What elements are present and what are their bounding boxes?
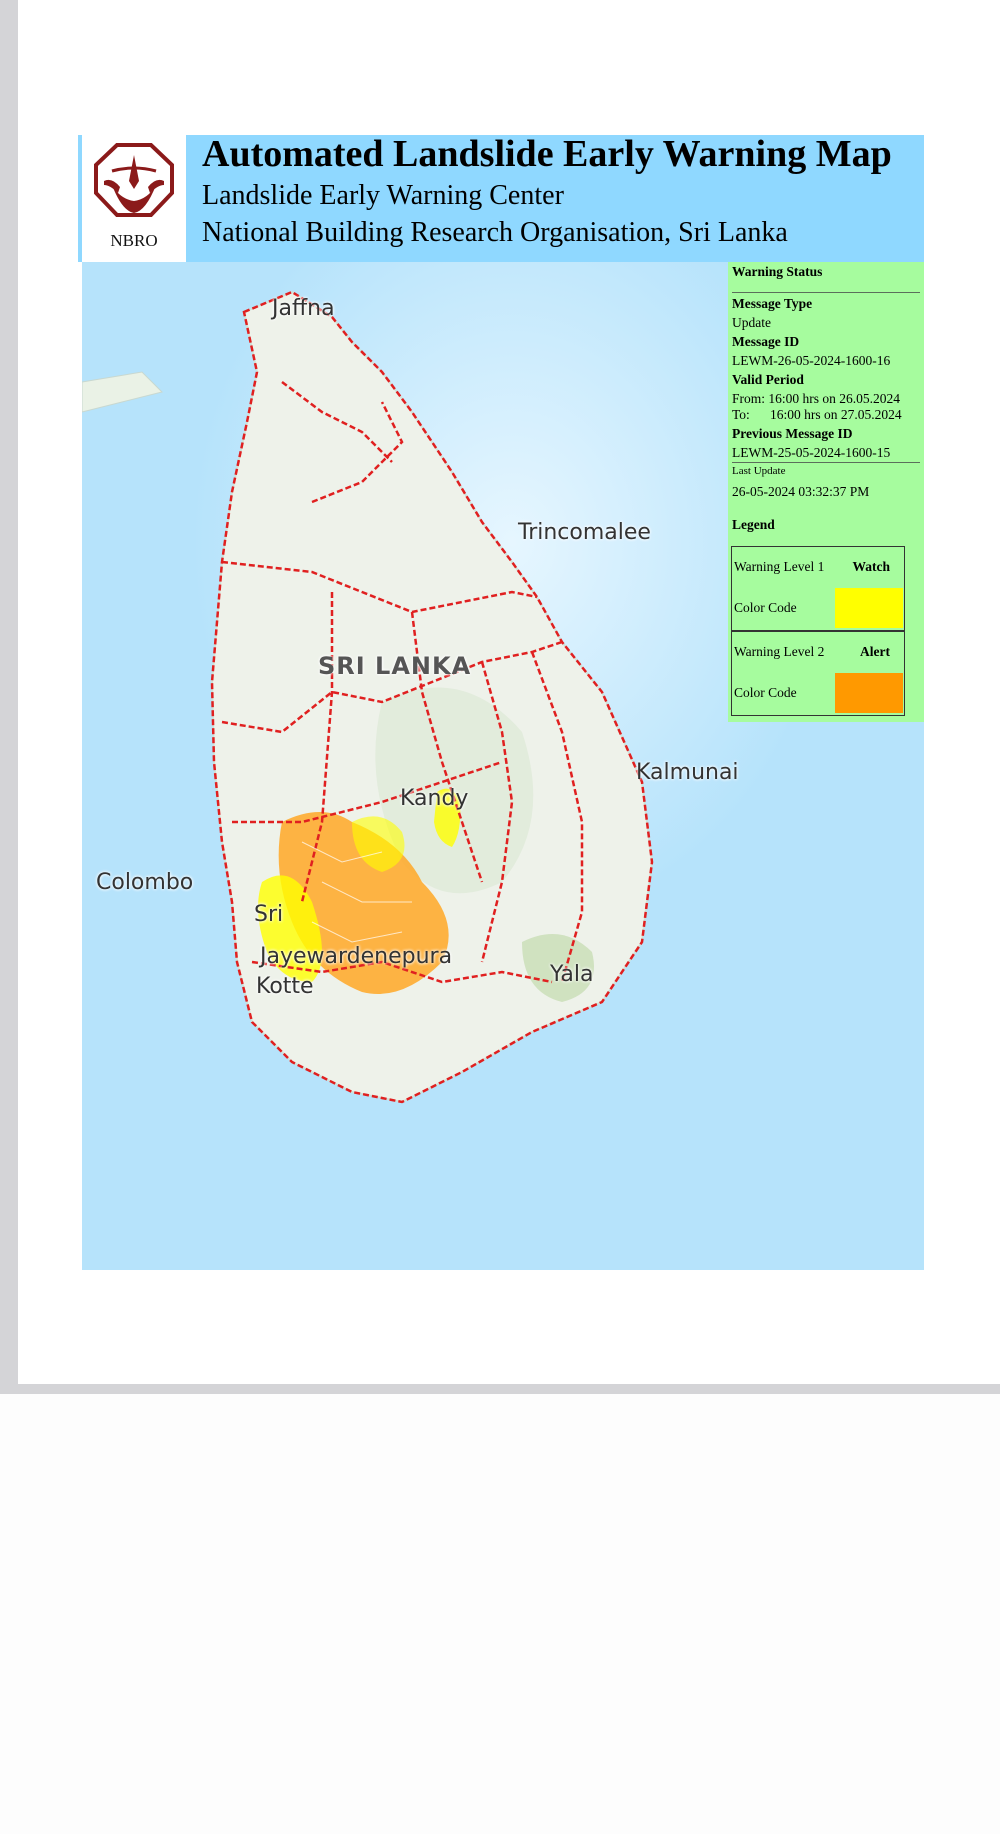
legend-level-name: Alert: [860, 644, 890, 659]
map-canvas: [82, 262, 832, 1104]
valid-period-label: Valid Period: [732, 372, 804, 387]
place-colombo: Colombo: [96, 870, 194, 895]
divider: [732, 292, 920, 293]
message-id-label: Message ID: [732, 334, 800, 349]
page-title: Automated Landslide Early Warning Map: [202, 133, 892, 175]
place-jayewardenepura: Jayewardenepura: [260, 944, 453, 969]
warning-map[interactable]: Jaffna Trincomalee SRI LANKA Kalmunai Ka…: [82, 262, 924, 1270]
legend-level-label: Warning Level 1: [734, 559, 825, 574]
nbro-emblem-icon: [94, 143, 174, 217]
district-boundaries: [210, 290, 654, 1104]
valid-to: To: 16:00 hrs on 27.05.2024: [732, 407, 902, 422]
place-kotte: Kotte: [256, 974, 314, 999]
place-sri: Sri: [254, 902, 284, 927]
legend-item-alert: Warning Level 2 Alert Color Code: [731, 631, 905, 716]
message-id-value: LEWM-26-05-2024-1600-16: [732, 353, 891, 368]
valid-from: From: 16:00 hrs on 26.05.2024: [732, 391, 901, 406]
logo-text: NBRO: [110, 231, 158, 250]
watch-color-swatch: [835, 588, 903, 628]
previous-id-value: LEWM-25-05-2024-1600-15: [732, 445, 891, 460]
watch-zone-west: [258, 875, 322, 982]
divider: [732, 462, 920, 463]
message-type-value: Update: [732, 315, 771, 330]
header-banner: [78, 135, 924, 262]
legend-color-label: Color Code: [734, 685, 797, 700]
legend-level-label: Warning Level 2: [734, 644, 825, 659]
center-name: Landslide Early Warning Center: [202, 180, 564, 211]
nbro-logo: NBRO: [82, 135, 186, 262]
place-jaffna: Jaffna: [272, 296, 335, 321]
watch-zone-north: [352, 816, 405, 872]
previous-id-label: Previous Message ID: [732, 426, 853, 441]
yala-park: [522, 934, 594, 1002]
legend-color-label: Color Code: [734, 600, 797, 615]
place-kalmunai: Kalmunai: [636, 760, 739, 785]
india-coast: [82, 371, 163, 413]
place-trincomalee: Trincomalee: [518, 520, 651, 545]
alert-color-swatch: [835, 673, 903, 713]
message-type-label: Message Type: [732, 296, 813, 311]
place-yala: Yala: [550, 962, 594, 987]
last-update-label: Last Update: [732, 465, 786, 477]
warning-status-panel: Warning Status Message Type Update Messa…: [728, 262, 924, 722]
legend-level-name: Watch: [852, 559, 890, 574]
place-kandy: Kandy: [400, 786, 469, 811]
legend-heading: Legend: [732, 517, 775, 532]
window-left-border: [0, 0, 18, 1392]
organisation-name: National Building Research Organisation,…: [202, 217, 788, 248]
place-sri-lanka: SRI LANKA: [318, 652, 472, 680]
window-bottom-border: [0, 1384, 1000, 1394]
subdistrict-lines: [301, 841, 412, 943]
hill-country: [375, 687, 534, 894]
status-heading: Warning Status: [732, 264, 823, 279]
last-update-value: 26-05-2024 03:32:37 PM: [732, 484, 870, 499]
legend-item-watch: Warning Level 1 Watch Color Code: [731, 546, 905, 631]
watch-zone-kandy: [434, 788, 461, 847]
